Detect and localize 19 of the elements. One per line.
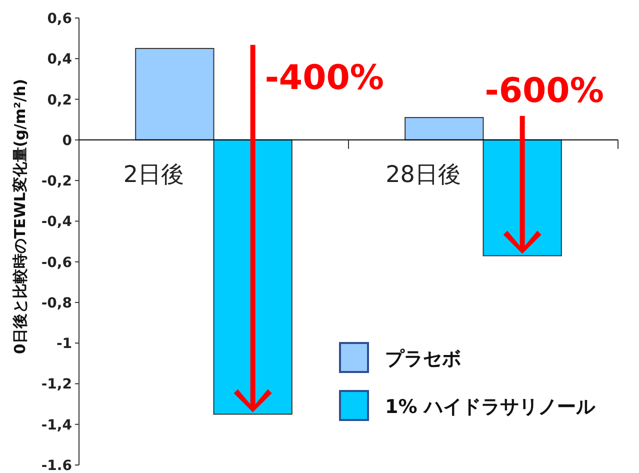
y-tick-label: -1.6 — [41, 458, 72, 473]
annotation: -400% — [264, 58, 384, 98]
y-tick-label: -0,2 — [41, 174, 72, 190]
x-tick-label: 2日後 — [123, 162, 184, 188]
y-tick-label: -1 — [56, 336, 72, 352]
y-tick-label: 0,2 — [47, 92, 72, 108]
y-tick-label: -0,4 — [41, 214, 72, 230]
x-tick-label: 28日後 — [386, 162, 461, 188]
legend-label: 1% ハイドラサリノール — [385, 396, 596, 418]
y-tick-label: 0 — [62, 132, 72, 149]
annotation: -600% — [484, 70, 604, 111]
y-tick-label: 0,4 — [47, 52, 72, 68]
y-axis-title: 0日後と比較時のTEWL変化量(g/m²/h) — [11, 78, 29, 354]
y-tick-label: 0,6 — [47, 11, 72, 27]
legend-label: プラセボ — [385, 348, 461, 370]
y-tick-label: -0,8 — [41, 295, 72, 312]
y-tick-label: -1,2 — [41, 376, 72, 393]
y-tick-label: -1,4 — [41, 417, 72, 434]
y-tick-label: -0,6 — [41, 254, 72, 271]
